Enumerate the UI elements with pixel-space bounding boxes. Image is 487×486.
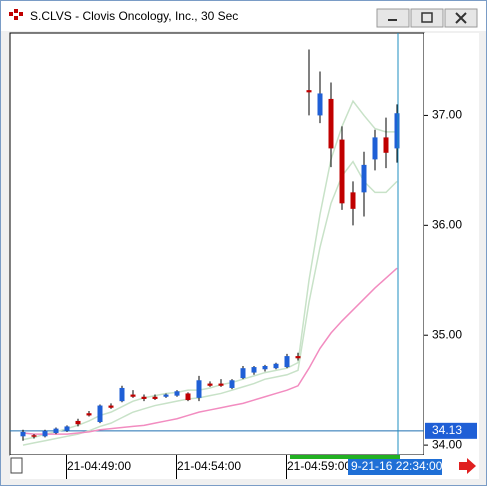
x-tick-label: 21-04:54:00	[177, 459, 241, 473]
indicator-line	[22, 99, 397, 441]
candle-body	[42, 430, 48, 437]
y-tick-label: 34.00	[432, 437, 462, 451]
candle-body	[372, 137, 378, 160]
window-title: S.CLVS - Clovis Oncology, Inc., 30 Sec	[30, 9, 238, 23]
candle-body	[284, 356, 290, 368]
plot-area	[9, 32, 425, 456]
last-price-tag	[425, 422, 477, 439]
candle-body	[306, 90, 312, 93]
candle-body	[229, 380, 235, 388]
price-axis	[424, 33, 479, 455]
candle-body	[152, 396, 158, 399]
candle-body	[295, 356, 301, 359]
scroll-right-arrow[interactable]	[459, 458, 476, 474]
x-tick-label: 21-04:49:00	[67, 459, 131, 473]
candle-body	[53, 428, 59, 434]
candle-body	[328, 98, 334, 149]
candle-body	[75, 420, 81, 425]
candle-body	[64, 426, 70, 431]
close-button[interactable]	[444, 8, 478, 28]
candle-body	[86, 413, 92, 416]
x-tick-label: 21-04:59:00	[287, 459, 351, 473]
candle-body	[130, 394, 136, 397]
candle-body	[185, 393, 191, 401]
candle-body	[174, 391, 180, 396]
cursor-time-tag	[348, 459, 442, 475]
candle-body	[350, 192, 356, 209]
candle-body	[119, 387, 125, 402]
candle-body	[251, 367, 257, 373]
candle-body	[196, 380, 202, 398]
indicator-line	[22, 267, 398, 435]
cursor-time-label: 9-21-16 22:34:00	[351, 459, 443, 473]
candle-body	[339, 139, 345, 204]
candle-body	[97, 405, 103, 423]
session-bar	[290, 455, 400, 459]
maximize-button[interactable]	[410, 8, 444, 28]
scroll-handle[interactable]	[10, 457, 23, 474]
last-price-label: 34.13	[432, 423, 462, 437]
candle-body	[394, 113, 400, 149]
candle-body	[218, 383, 224, 386]
y-tick-label: 35.00	[432, 327, 462, 341]
candle-body	[31, 435, 37, 437]
minimize-button[interactable]	[376, 8, 410, 28]
window-icon	[9, 9, 23, 20]
candle-body	[163, 394, 169, 397]
y-tick-label: 37.00	[432, 108, 462, 122]
candle-body	[361, 164, 367, 193]
candle-body	[20, 431, 26, 437]
candle-body	[141, 396, 147, 399]
y-tick-label: 36.00	[432, 217, 462, 231]
candle-body	[383, 137, 389, 153]
candle-body	[317, 93, 323, 116]
candle-body	[207, 383, 213, 386]
candle-body	[273, 363, 279, 369]
candle-body	[262, 365, 268, 370]
candle-body	[240, 368, 246, 379]
candle-body	[108, 405, 114, 408]
